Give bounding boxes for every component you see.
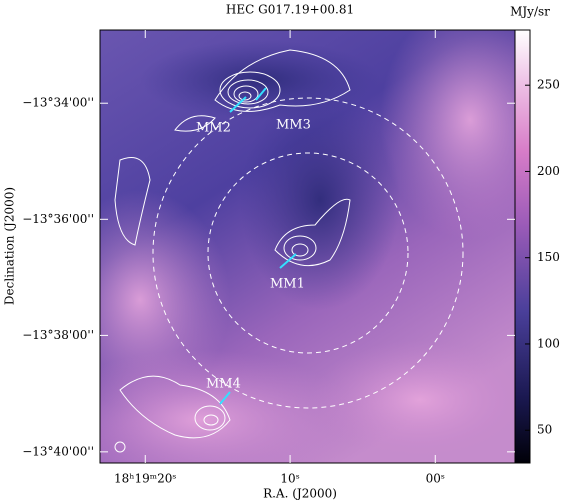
- colorbar-tick-label: 200: [537, 164, 560, 178]
- colorbar-tick-label: 50: [537, 423, 552, 437]
- source-markers: [219, 87, 297, 405]
- title: HEC G017.19+00.81: [226, 3, 354, 17]
- y-tick-label: −13°38'00'': [22, 328, 94, 342]
- source-label: MM3: [276, 118, 311, 133]
- x-tick-label: 10ˢ: [280, 472, 299, 486]
- source-label: MM4: [206, 377, 241, 392]
- x-axis-label: R.A. (J2000): [263, 487, 337, 501]
- source-label: MM1: [270, 277, 305, 292]
- x-tick-label: 00ˢ: [426, 472, 445, 486]
- source-label: MM2: [196, 121, 231, 136]
- y-tick-label: −13°36'00'': [22, 212, 94, 226]
- colorbar-label: MJy/sr: [510, 5, 550, 19]
- y-tick-label: −13°40'00'': [22, 444, 94, 458]
- sky-image: [100, 30, 515, 463]
- contours: [114, 49, 351, 453]
- x-tick-label: 18ʰ19ᵐ20ˢ: [114, 472, 176, 486]
- colorbar: [514, 29, 531, 464]
- colorbar-tick-label: 100: [537, 336, 560, 350]
- y-tick-label: −13°34'00'': [22, 96, 94, 110]
- colorbar-tick-label: 150: [537, 250, 560, 264]
- colorbar-tick-label: 250: [537, 78, 560, 92]
- y-axis-label: Declination (J2000): [3, 187, 17, 305]
